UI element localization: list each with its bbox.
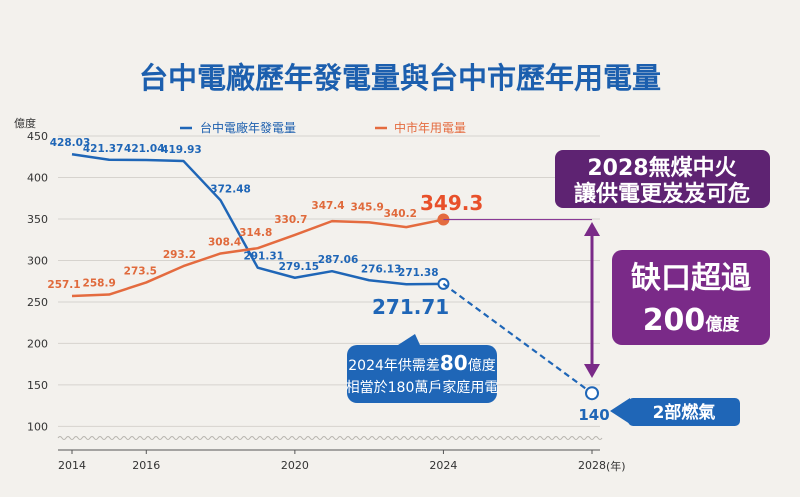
y-tick-label-450: 450 xyxy=(27,130,48,143)
supply-gap-box: 2024年供需差80億度 相當於180萬戶家庭用電 xyxy=(346,334,499,403)
data-label-s0-5: 291.31 xyxy=(243,251,284,263)
projection-line xyxy=(442,283,593,395)
highlight-orange-value: 349.3 xyxy=(420,191,483,215)
legend: 台中電廠年發電量 中市年用電量 xyxy=(180,120,466,135)
supply-gap-line1: 2024年供需差80億度 xyxy=(348,351,495,375)
gap-callout-line1: 缺口超過 xyxy=(631,261,752,296)
data-label-s0-0: 428.03 xyxy=(50,137,91,149)
data-label-s1-2: 273.5 xyxy=(124,265,157,277)
data-label-s1-5: 314.8 xyxy=(239,227,272,239)
data-label-s0-6: 279.15 xyxy=(279,261,320,273)
data-label-s1-4: 308.4 xyxy=(208,236,241,248)
x-tick-label-2020: 2020 xyxy=(281,459,309,472)
gap-callout-bg xyxy=(612,250,770,345)
series-line-0 xyxy=(71,152,444,286)
gap-arrow-head-down xyxy=(584,364,600,378)
data-label-s1-8: 345.9 xyxy=(351,201,384,213)
x-tick-label-2028: 2028 xyxy=(578,459,606,472)
data-label-s0-4: 372.48 xyxy=(210,183,251,195)
x-axis-unit: (年) xyxy=(606,459,626,473)
data-label-s0-9: 271.38 xyxy=(398,267,439,279)
series-layer xyxy=(71,152,599,401)
series-line-1 xyxy=(71,218,444,298)
supply-gap-line2: 相當於180萬戶家庭用電 xyxy=(346,379,499,396)
supply-gap-line1-c: 億度 xyxy=(468,358,496,374)
legend-label-orange: 中市年用電量 xyxy=(394,120,466,135)
axis-layer: 100 150 200 250 300 350 400 450 2014 2016 2020 2024… xyxy=(27,130,606,472)
data-label-s1-9: 340.2 xyxy=(384,208,417,220)
target-value-label: 140 xyxy=(578,406,609,424)
gap-callout: 缺口超過 200億度 xyxy=(612,250,770,345)
no-coal-callout-line2: 讓供電更岌岌可危 xyxy=(574,181,750,207)
x-tick-label-2024: 2024 xyxy=(429,459,457,472)
y-tick-label-400: 400 xyxy=(27,171,48,184)
supply-gap-box-bg xyxy=(347,345,497,403)
no-coal-callout: 2028無煤中火 讓供電更岌岌可危 xyxy=(555,150,770,208)
y-tick-label-250: 250 xyxy=(27,296,48,309)
gap-callout-line2-a: 200 xyxy=(643,303,706,338)
gas-label: 2部燃氣 xyxy=(610,398,740,426)
data-label-s0-3: 419.93 xyxy=(161,144,202,156)
y-tick-label-200: 200 xyxy=(27,337,48,350)
y-tick-label-350: 350 xyxy=(27,213,48,226)
gap-arrow-head-up xyxy=(584,222,600,236)
data-label-s1-1: 258.9 xyxy=(83,278,116,290)
supply-gap-box-pointer xyxy=(398,334,420,345)
axis-break-wave xyxy=(57,436,603,441)
y-tick-label-100: 100 xyxy=(27,420,48,433)
x-tick-label-2014: 2014 xyxy=(58,459,86,472)
chart-title: 台中電廠歷年發電量與台中市歷年用電量 xyxy=(139,61,661,95)
gas-label-pointer xyxy=(610,398,630,424)
legend-label-blue: 台中電廠年發電量 xyxy=(200,120,296,135)
supply-gap-line1-b: 80 xyxy=(440,351,468,375)
data-label-s0-8: 276.13 xyxy=(361,263,402,275)
data-label-s0-1: 421.37 xyxy=(83,143,124,155)
projection-end-point xyxy=(585,386,599,401)
gap-callout-line2: 200億度 xyxy=(643,303,741,338)
data-label-s1-0: 257.1 xyxy=(47,279,80,291)
data-label-s1-6: 330.7 xyxy=(274,214,307,226)
no-coal-callout-line1: 2028無煤中火 xyxy=(587,155,736,181)
data-label-s0-7: 287.06 xyxy=(318,254,359,266)
gap-callout-line2-b: 億度 xyxy=(705,314,740,335)
grid-layer xyxy=(57,135,603,441)
highlight-blue-value: 271.71 xyxy=(372,295,449,319)
supply-gap-line1-a: 2024年供需差 xyxy=(348,358,440,374)
gas-label-bg xyxy=(628,398,740,426)
y-tick-label-150: 150 xyxy=(27,379,48,392)
y-tick-label-300: 300 xyxy=(27,254,48,267)
y-axis-unit: 億度 xyxy=(14,116,36,130)
no-coal-callout-bg xyxy=(555,150,770,208)
data-label-s0-2: 421.04 xyxy=(124,143,165,155)
x-tick-label-2016: 2016 xyxy=(132,459,160,472)
data-label-s1-7: 347.4 xyxy=(311,200,344,212)
gas-label-text: 2部燃氣 xyxy=(653,402,716,423)
data-label-s1-3: 293.2 xyxy=(163,249,196,261)
